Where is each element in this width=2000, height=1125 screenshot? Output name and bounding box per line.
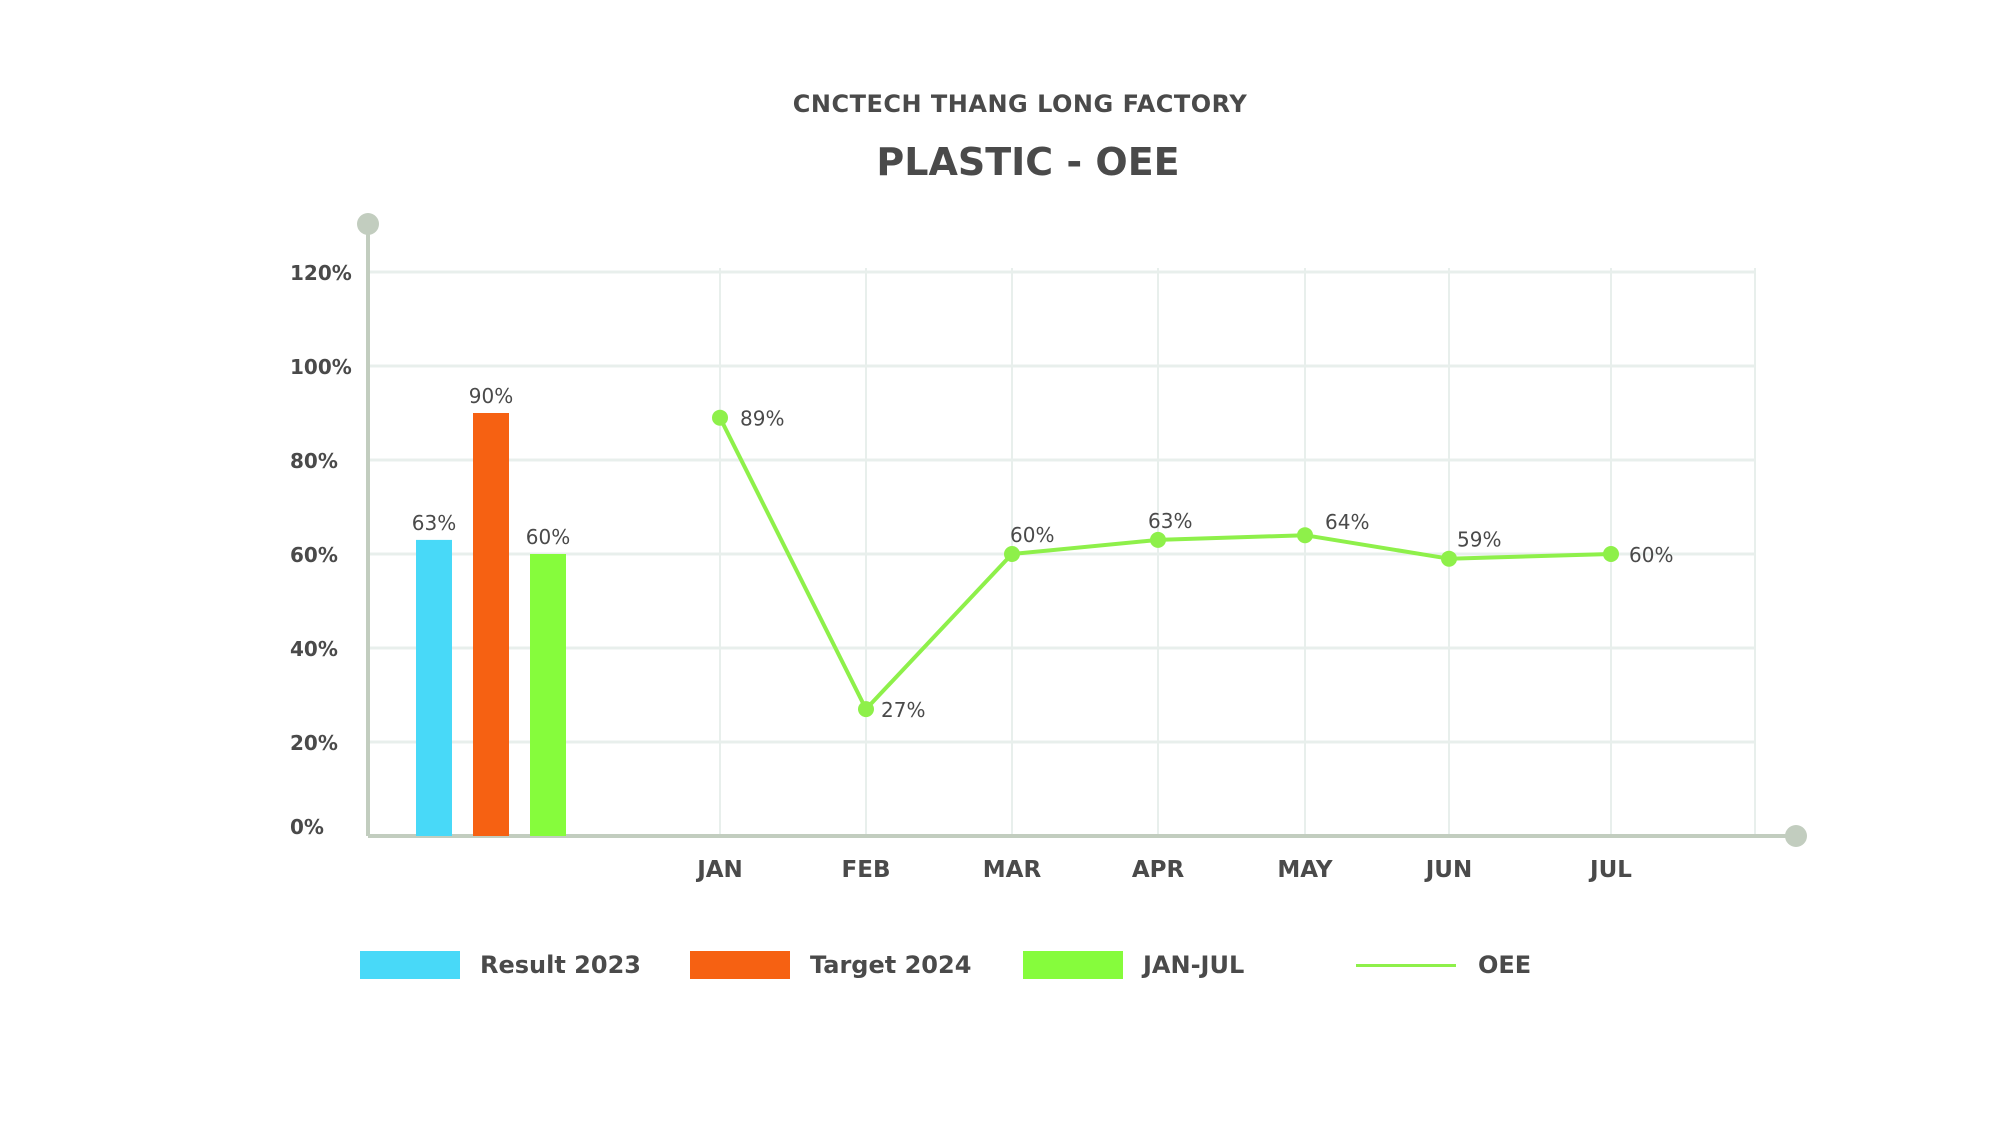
y-tick-label: 80%: [290, 449, 338, 473]
legend-label-target-2024: Target 2024: [810, 951, 972, 979]
x-tick-label: FEB: [842, 857, 891, 883]
oee-data-label: 63%: [1148, 509, 1192, 533]
oee-point: [1004, 546, 1020, 562]
oee-point: [1297, 527, 1313, 544]
oee-point: [1150, 531, 1166, 548]
y-tick-label: 120%: [290, 261, 352, 285]
legend-item-jan-jul: JAN-JUL: [1023, 945, 1244, 985]
oee-data-label: 60%: [1010, 523, 1054, 547]
oee-point: [858, 701, 874, 718]
x-tick-label: JUN: [1424, 857, 1472, 883]
grid-layer: [368, 268, 1756, 836]
oee-data-label: 27%: [881, 698, 925, 722]
chart-title: PLASTIC - OEE: [876, 140, 1180, 184]
bar-layer: 63% 90% 60%: [412, 384, 570, 836]
y-tick-label: 40%: [290, 637, 338, 661]
oee-point: [1441, 550, 1457, 567]
bar-target-2024: [473, 413, 509, 836]
legend-item-oee: OEE: [1356, 945, 1531, 985]
y-tick-label: 0%: [290, 815, 324, 839]
bar-jan-jul: [530, 554, 566, 836]
chart-subtitle: CNCTECH THANG LONG FACTORY: [792, 90, 1248, 118]
x-tick-label: JUL: [1588, 857, 1632, 883]
oee-point: [712, 409, 728, 426]
x-tick-label: APR: [1132, 857, 1185, 883]
legend-swatch-result-2023: [360, 951, 460, 979]
legend-label-result-2023: Result 2023: [480, 951, 641, 979]
legend-label-jan-jul: JAN-JUL: [1143, 951, 1245, 979]
line-layer: 89% 27% 60% 63% 64% 59% 60%: [712, 407, 1673, 722]
legend-item-target-2024: Target 2024: [690, 945, 971, 985]
y-tick-label: 20%: [290, 731, 338, 755]
oee-data-label: 59%: [1457, 528, 1501, 552]
x-tick-label: MAR: [983, 857, 1042, 883]
oee-point: [1603, 546, 1619, 562]
x-axis-end-dot: [1785, 825, 1807, 847]
oee-data-label: 64%: [1325, 510, 1369, 534]
y-tick-label: 100%: [290, 355, 352, 379]
legend-item-result-2023: Result 2023: [360, 945, 641, 985]
x-tick-label: MAY: [1277, 857, 1332, 883]
legend-swatch-jan-jul: [1023, 951, 1123, 979]
y-axis-end-dot: [357, 213, 379, 235]
oee-data-label: 60%: [1629, 543, 1673, 567]
legend-swatch-target-2024: [690, 951, 790, 979]
y-tick-label: 60%: [290, 543, 338, 567]
bar-data-label: 60%: [526, 525, 570, 549]
oee-data-label: 89%: [740, 407, 784, 431]
legend-line-oee: [1356, 963, 1456, 967]
axis-layer: 0% 20% 40% 60% 80% 100% 120% JAN FEB MAR APR MAY JUN…: [290, 213, 1807, 883]
x-tick-label: JAN: [695, 857, 743, 883]
bar-result-2023: [416, 539, 452, 836]
bar-data-label: 63%: [412, 511, 456, 535]
bar-data-label: 90%: [469, 384, 513, 408]
legend-label-oee: OEE: [1478, 951, 1532, 979]
legend: Result 2023 Target 2024 JAN-JUL OEE: [360, 945, 1660, 985]
